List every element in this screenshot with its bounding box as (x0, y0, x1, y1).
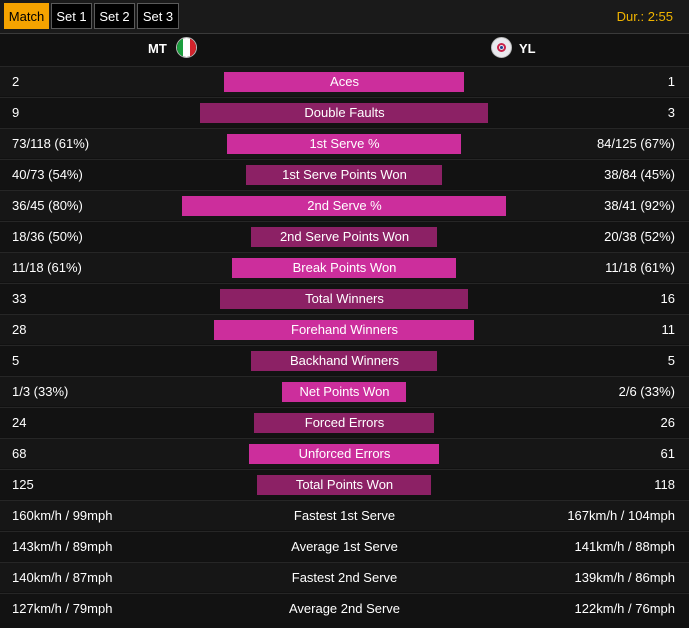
stat-left-value: 1/3 (33%) (12, 384, 69, 399)
stat-label: 2nd Serve % (307, 198, 382, 213)
stat-row: 68 Unforced Errors 61 (0, 438, 689, 468)
stat-bar (251, 351, 437, 371)
stat-right-value: 118 (654, 477, 675, 492)
stat-row: 143km/h / 89mph Average 1st Serve 141km/h … (0, 531, 689, 561)
stat-row: 160km/h / 99mph Fastest 1st Serve 167km/h … (0, 500, 689, 530)
stat-row: 5 Backhand Winners 5 (0, 345, 689, 375)
stat-left-value: 143km/h / 89mph (12, 539, 113, 554)
stat-bar (200, 103, 488, 123)
stat-left-value: 18/36 (50%) (12, 229, 83, 244)
stat-right-value: 5 (667, 353, 675, 368)
player-right-name: YL (519, 41, 536, 56)
stat-label: Aces (330, 74, 359, 89)
stat-bar (232, 258, 456, 278)
stat-row: 9 Double Faults 3 (0, 97, 689, 127)
stat-left-value: 28 (12, 322, 27, 337)
stat-right-value: 3 (667, 105, 675, 120)
stat-row: 127km/h / 79mph Average 2nd Serve 122km/h … (0, 593, 689, 623)
stat-label: Forehand Winners (291, 322, 398, 337)
stat-left-value: 2 (12, 74, 20, 89)
stat-right-value: 38/84 (45%) (604, 167, 675, 182)
stat-right-value: 16 (660, 291, 675, 306)
stat-label: Forced Errors (304, 415, 385, 430)
stat-left-value: 125 (12, 477, 34, 492)
stat-right-value: 84/125 (67%) (596, 136, 675, 151)
stat-row: 2 Aces 1 (0, 66, 689, 96)
stat-row: 73/118 (61%) 1st Serve % 84/125 (67%) (0, 128, 689, 158)
stat-right-value: 122km/h / 76mph (574, 601, 675, 616)
country-flag-icon (491, 37, 512, 58)
stat-label: 2nd Serve Points Won (279, 229, 410, 244)
stat-label: Total Points Won (295, 477, 394, 492)
stat-left-value: 160km/h / 99mph (12, 508, 113, 523)
tab-bar: Match Set 1 Set 2 Set 3 Dur.: 2:55 (0, 0, 689, 34)
tab-set-3[interactable]: Set 3 (137, 3, 179, 29)
stat-label: Fastest 1st Serve (293, 508, 396, 523)
stat-right-value: 1 (667, 74, 675, 89)
stat-left-value: 36/45 (80%) (12, 198, 83, 213)
stat-bar (249, 444, 439, 464)
stat-left-value: 40/73 (54%) (12, 167, 83, 182)
stat-right-value: 26 (660, 415, 675, 430)
stat-right-value: 141km/h / 88mph (574, 539, 675, 554)
player-left-name: MT (148, 41, 167, 56)
stat-right-value: 11 (661, 322, 676, 337)
stat-label: 1st Serve Points Won (282, 167, 407, 182)
tab-set-2[interactable]: Set 2 (94, 3, 135, 29)
stat-label: Backhand Winners (289, 353, 400, 368)
stat-right-value: 61 (660, 446, 675, 461)
stat-bar (254, 413, 434, 433)
stat-row: 36/45 (80%) 2nd Serve % 38/41 (92%) (0, 190, 689, 220)
stat-row: 28 Forehand Winners 11 (0, 314, 689, 344)
stat-label: Double Faults (304, 105, 385, 120)
stat-right-value: 167km/h / 104mph (567, 508, 675, 523)
stat-bar (282, 382, 406, 402)
stat-right-value: 139km/h / 86mph (574, 570, 675, 585)
stat-row: 1/3 (33%) Net Points Won 2/6 (33%) (0, 376, 689, 406)
stat-row: 125 Total Points Won 118 (0, 469, 689, 499)
stat-left-value: 140km/h / 87mph (12, 570, 113, 585)
stat-left-value: 33 (12, 291, 27, 306)
stat-left-value: 127km/h / 79mph (12, 601, 113, 616)
stat-right-value: 20/38 (52%) (604, 229, 675, 244)
stat-right-value: 38/41 (92%) (604, 198, 675, 213)
players-header: MT YL (0, 34, 689, 64)
stat-row: 24 Forced Errors 26 (0, 407, 689, 437)
stat-label: Unforced Errors (298, 446, 391, 461)
stat-row: 11/18 (61%) Break Points Won 11/18 (61%) (0, 252, 689, 282)
stat-left-value: 9 (12, 105, 20, 120)
stat-bar (246, 165, 442, 185)
stat-row: 18/36 (50%) 2nd Serve Points Won 20/38 (52… (0, 221, 689, 251)
stat-label: Net Points Won (299, 384, 390, 399)
stat-row: 140km/h / 87mph Fastest 2nd Serve 139km/h … (0, 562, 689, 592)
stat-label: Fastest 2nd Serve (291, 570, 398, 585)
stat-left-value: 73/118 (61%) (12, 136, 90, 151)
stat-left-value: 24 (12, 415, 27, 430)
stat-label: Average 1st Serve (291, 539, 398, 554)
stat-bar (182, 196, 506, 216)
stat-left-value: 11/18 (61%) (12, 260, 82, 275)
stat-label: Average 2nd Serve (288, 601, 401, 616)
tab-match[interactable]: Match (4, 3, 49, 29)
stat-row: 33 Total Winners 16 (0, 283, 689, 313)
stat-label: Total Winners (305, 291, 384, 306)
stat-bar (224, 72, 464, 92)
stat-bar (220, 289, 468, 309)
stat-right-value: 2/6 (33%) (618, 384, 675, 399)
stat-row: 40/73 (54%) 1st Serve Points Won 38/84 (45… (0, 159, 689, 189)
stat-right-value: 11/18 (61%) (605, 260, 675, 275)
stat-label: 1st Serve % (309, 136, 380, 151)
tab-set-1[interactable]: Set 1 (51, 3, 92, 29)
stat-bar (227, 134, 461, 154)
stat-bar (257, 475, 431, 495)
stat-bar (251, 227, 437, 247)
stat-left-value: 68 (12, 446, 27, 461)
match-duration: Dur.: 2:55 (616, 9, 673, 24)
stat-left-value: 5 (12, 353, 20, 368)
stat-bar (214, 320, 474, 340)
italy-flag-icon (176, 37, 197, 58)
stat-label: Break Points Won (292, 260, 397, 275)
